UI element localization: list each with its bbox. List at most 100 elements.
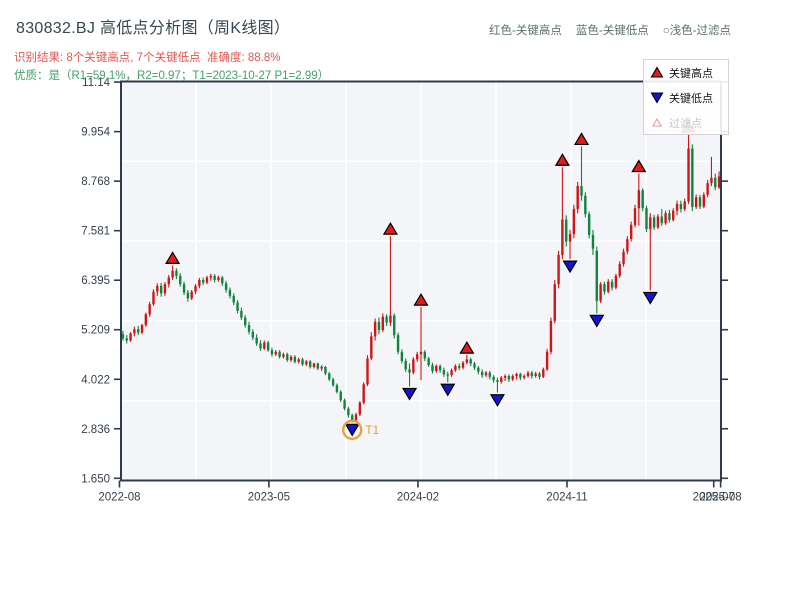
candle-body <box>408 369 411 373</box>
candle-body <box>289 356 293 361</box>
candle-body <box>626 239 629 252</box>
candle-body <box>698 197 702 207</box>
candle-body <box>599 284 602 301</box>
quality-text: 优质：是（R1=59.1%，R2=0.97；T1=2023-10-27 P1=2… <box>14 70 330 82</box>
candle-body <box>209 275 213 278</box>
candle-body <box>140 325 144 333</box>
candle-body <box>503 376 507 378</box>
candle-body <box>710 177 713 184</box>
candle-body <box>335 385 339 392</box>
light-open-triangle-icon <box>652 117 662 127</box>
candle-body <box>435 365 438 372</box>
candle-body <box>458 365 461 368</box>
candle-body <box>465 359 469 363</box>
candle-body <box>362 384 365 403</box>
candle-body <box>423 351 427 359</box>
key-low-marker <box>642 291 658 305</box>
candle-body <box>236 302 239 311</box>
candle-body <box>366 358 369 385</box>
candle-body <box>305 361 308 365</box>
key-low-marker <box>401 387 418 401</box>
candle-body <box>538 373 541 377</box>
candle-body <box>393 315 396 336</box>
candle-body <box>431 365 434 372</box>
x-axis-label: 2024-11 <box>546 492 587 504</box>
key-high-marker <box>554 153 570 166</box>
candle-body <box>213 275 216 280</box>
candle-body <box>221 277 224 284</box>
candle-body <box>156 285 159 292</box>
candle-body <box>377 321 381 331</box>
candle-body <box>572 209 576 235</box>
candle-body <box>358 402 362 415</box>
candle-body <box>580 186 583 196</box>
key-low-marker <box>344 423 360 437</box>
candle-body <box>450 370 453 376</box>
candle-body <box>240 310 243 318</box>
y-axis-label: 2.836 <box>81 424 110 436</box>
key-low-marker <box>562 260 578 274</box>
candle-body <box>645 208 648 230</box>
candle-body <box>263 342 266 349</box>
candle-body <box>190 291 193 299</box>
t1-label: T1 <box>365 423 379 437</box>
candle-body <box>561 219 564 255</box>
candle-body <box>714 177 717 188</box>
candle-body <box>312 363 316 367</box>
candle-body <box>270 350 274 355</box>
candle-body <box>351 415 354 421</box>
candle-body <box>255 337 258 344</box>
candle-body <box>316 363 320 369</box>
candle-body <box>297 359 300 362</box>
candle-body <box>641 190 644 209</box>
candle-body <box>461 362 465 368</box>
y-axis-label: 5.209 <box>81 325 110 337</box>
candle-body <box>331 379 335 386</box>
candle-body <box>324 366 327 374</box>
candle-body <box>702 194 706 207</box>
candle-body <box>198 279 201 286</box>
candle-body <box>412 359 415 373</box>
candle-body <box>370 336 373 359</box>
candle-body <box>484 372 488 376</box>
candle-body <box>385 316 388 323</box>
color-key-low: 蓝色-关键低点 <box>575 25 649 37</box>
candle-body <box>614 275 618 288</box>
key-high-marker <box>459 340 475 354</box>
legend-item-filter: 过滤点 <box>644 110 728 135</box>
y-axis-label: 9.954 <box>81 127 110 139</box>
candle-body <box>576 186 579 210</box>
legend-item-label: 关键高点 <box>669 67 713 80</box>
candle-body <box>186 292 190 299</box>
red-up-triangle-icon <box>650 66 664 78</box>
candle-body <box>251 331 255 338</box>
candle-body <box>121 334 125 339</box>
candle-body <box>194 285 197 292</box>
candle-body <box>603 284 606 292</box>
candle-body <box>675 204 679 211</box>
legend-item-label: 关键低点 <box>669 92 713 105</box>
candle-body <box>152 291 155 305</box>
candle-body <box>492 376 495 381</box>
candle-body <box>125 338 128 341</box>
candle-body <box>542 369 545 377</box>
candle-body <box>473 363 476 368</box>
candle-body <box>477 367 480 372</box>
candle-body <box>179 275 182 285</box>
candle-body <box>259 343 262 349</box>
key-high-marker <box>573 132 590 146</box>
candle-body <box>629 224 633 240</box>
candle-body <box>175 270 178 276</box>
candle-body <box>171 270 174 278</box>
candle-body <box>205 277 209 283</box>
candle-body <box>469 359 472 364</box>
candle-body <box>286 354 289 361</box>
candle-body <box>553 284 556 321</box>
candle-body <box>507 376 511 380</box>
candle-body <box>664 213 667 224</box>
candle-body <box>247 325 251 332</box>
candle-body <box>584 195 587 215</box>
candle-body <box>159 285 163 294</box>
candle-body <box>228 290 232 296</box>
key-low-marker <box>440 383 456 397</box>
